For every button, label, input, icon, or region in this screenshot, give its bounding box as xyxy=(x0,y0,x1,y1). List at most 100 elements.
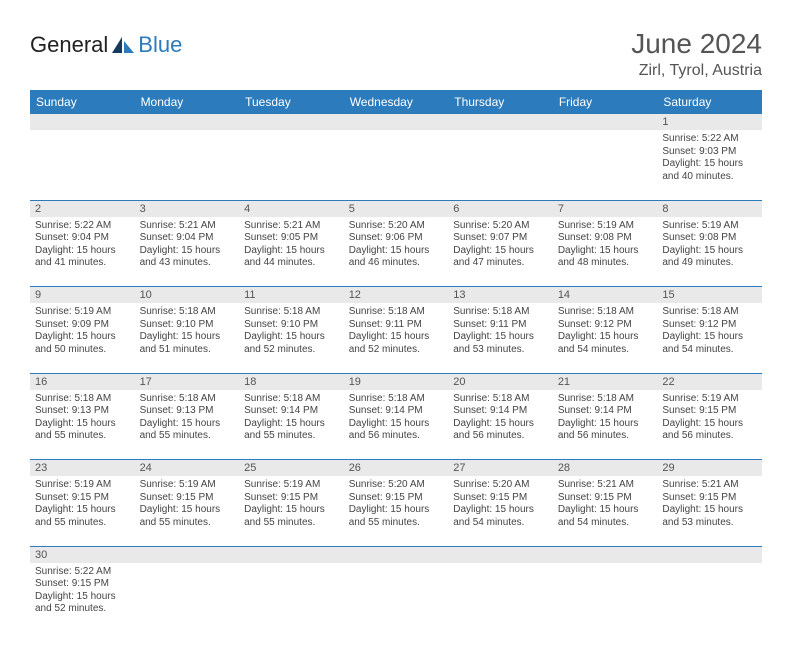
daylight1-text: Daylight: 15 hours xyxy=(453,245,548,258)
sunrise-text: Sunrise: 5:19 AM xyxy=(662,393,757,406)
daylight2-text: and 55 minutes. xyxy=(140,517,235,530)
daylight2-text: and 56 minutes. xyxy=(349,430,444,443)
sunset-text: Sunset: 9:10 PM xyxy=(244,319,339,332)
day-cell: Sunrise: 5:20 AMSunset: 9:15 PMDaylight:… xyxy=(344,476,449,546)
daylight1-text: Daylight: 15 hours xyxy=(349,331,444,344)
day-number: 13 xyxy=(453,289,465,301)
daylight2-text: and 43 minutes. xyxy=(140,257,235,270)
day-number: 16 xyxy=(35,376,47,388)
day-number: 28 xyxy=(558,462,570,474)
daylight1-text: Daylight: 15 hours xyxy=(140,245,235,258)
day-content-row: Sunrise: 5:22 AMSunset: 9:04 PMDaylight:… xyxy=(30,217,762,287)
day-number-cell: 29 xyxy=(657,460,762,477)
day-number: 7 xyxy=(558,203,564,215)
day-cell: Sunrise: 5:19 AMSunset: 9:09 PMDaylight:… xyxy=(30,303,135,373)
day-cell xyxy=(448,563,553,633)
daylight2-text: and 52 minutes. xyxy=(349,344,444,357)
day-cell xyxy=(135,130,240,200)
daylight2-text: and 55 minutes. xyxy=(244,430,339,443)
day-number-cell: 23 xyxy=(30,460,135,477)
day-number-row: 23 4 56 7 8 xyxy=(30,200,762,217)
sail-icon xyxy=(110,35,136,55)
sunset-text: Sunset: 9:15 PM xyxy=(453,492,548,505)
daylight2-text: and 52 minutes. xyxy=(244,344,339,357)
weekday-col: Thursday xyxy=(448,90,553,114)
month-title: June 2024 xyxy=(631,28,762,60)
day-number-cell: 25 xyxy=(239,460,344,477)
sunrise-text: Sunrise: 5:21 AM xyxy=(140,220,235,233)
day-cell: Sunrise: 5:18 AMSunset: 9:10 PMDaylight:… xyxy=(239,303,344,373)
daylight1-text: Daylight: 15 hours xyxy=(453,504,548,517)
day-cell xyxy=(135,563,240,633)
calendar-body: 1Sunrise: 5:22 AMSunset: 9:03 PMDaylight… xyxy=(30,114,762,633)
day-cell: Sunrise: 5:19 AMSunset: 9:15 PMDaylight:… xyxy=(657,390,762,460)
sunset-text: Sunset: 9:08 PM xyxy=(662,232,757,245)
day-number-cell: 8 xyxy=(657,200,762,217)
day-cell: Sunrise: 5:18 AMSunset: 9:14 PMDaylight:… xyxy=(448,390,553,460)
day-number: 11 xyxy=(244,289,255,301)
day-number: 22 xyxy=(662,376,674,388)
sunset-text: Sunset: 9:08 PM xyxy=(558,232,653,245)
weekday-header: Sunday Monday Tuesday Wednesday Thursday… xyxy=(30,90,762,114)
sunset-text: Sunset: 9:15 PM xyxy=(35,492,130,505)
day-cell: Sunrise: 5:19 AMSunset: 9:15 PMDaylight:… xyxy=(30,476,135,546)
daylight2-text: and 49 minutes. xyxy=(662,257,757,270)
day-number-cell: 22 xyxy=(657,373,762,390)
daylight1-text: Daylight: 15 hours xyxy=(349,504,444,517)
sunset-text: Sunset: 9:14 PM xyxy=(453,405,548,418)
daylight1-text: Daylight: 15 hours xyxy=(558,245,653,258)
daylight1-text: Daylight: 15 hours xyxy=(349,245,444,258)
day-cell xyxy=(553,130,658,200)
day-cell: Sunrise: 5:19 AMSunset: 9:08 PMDaylight:… xyxy=(553,217,658,287)
sunset-text: Sunset: 9:14 PM xyxy=(244,405,339,418)
day-number: 10 xyxy=(140,289,152,301)
day-cell xyxy=(239,563,344,633)
sunrise-text: Sunrise: 5:18 AM xyxy=(35,393,130,406)
page-header: GeneralBlue June 2024 Zirl, Tyrol, Austr… xyxy=(30,28,762,80)
day-number-cell xyxy=(657,546,762,563)
day-number: 6 xyxy=(453,203,459,215)
daylight1-text: Daylight: 15 hours xyxy=(453,331,548,344)
sunset-text: Sunset: 9:15 PM xyxy=(662,492,757,505)
day-number-cell: 21 xyxy=(553,373,658,390)
daylight2-text: and 55 minutes. xyxy=(35,430,130,443)
day-cell: Sunrise: 5:18 AMSunset: 9:13 PMDaylight:… xyxy=(30,390,135,460)
day-cell: Sunrise: 5:19 AMSunset: 9:15 PMDaylight:… xyxy=(135,476,240,546)
weekday-col: Friday xyxy=(553,90,658,114)
daylight2-text: and 48 minutes. xyxy=(558,257,653,270)
day-cell: Sunrise: 5:20 AMSunset: 9:07 PMDaylight:… xyxy=(448,217,553,287)
daylight2-text: and 55 minutes. xyxy=(35,517,130,530)
day-number: 4 xyxy=(244,203,250,215)
daylight1-text: Daylight: 15 hours xyxy=(244,245,339,258)
day-number-cell xyxy=(553,114,658,130)
day-number: 3 xyxy=(140,203,146,215)
sunrise-text: Sunrise: 5:21 AM xyxy=(662,479,757,492)
sunrise-text: Sunrise: 5:19 AM xyxy=(35,479,130,492)
sunrise-text: Sunrise: 5:19 AM xyxy=(244,479,339,492)
day-cell: Sunrise: 5:21 AMSunset: 9:15 PMDaylight:… xyxy=(553,476,658,546)
day-number: 26 xyxy=(349,462,361,474)
day-content-row: Sunrise: 5:22 AMSunset: 9:15 PMDaylight:… xyxy=(30,563,762,633)
sunset-text: Sunset: 9:15 PM xyxy=(662,405,757,418)
sunset-text: Sunset: 9:11 PM xyxy=(453,319,548,332)
day-number-cell: 5 xyxy=(344,200,449,217)
day-number-cell: 14 xyxy=(553,287,658,304)
daylight2-text: and 54 minutes. xyxy=(453,517,548,530)
day-number-cell: 11 xyxy=(239,287,344,304)
day-number-cell: 20 xyxy=(448,373,553,390)
sunset-text: Sunset: 9:12 PM xyxy=(662,319,757,332)
day-number: 21 xyxy=(558,376,570,388)
day-number-cell: 2 xyxy=(30,200,135,217)
weekday-col: Saturday xyxy=(657,90,762,114)
day-number: 9 xyxy=(35,289,41,301)
day-cell: Sunrise: 5:18 AMSunset: 9:11 PMDaylight:… xyxy=(344,303,449,373)
daylight2-text: and 53 minutes. xyxy=(453,344,548,357)
day-number: 25 xyxy=(244,462,256,474)
day-cell: Sunrise: 5:18 AMSunset: 9:12 PMDaylight:… xyxy=(553,303,658,373)
day-content-row: Sunrise: 5:18 AMSunset: 9:13 PMDaylight:… xyxy=(30,390,762,460)
day-number-cell xyxy=(448,114,553,130)
day-number-cell: 15 xyxy=(657,287,762,304)
daylight2-text: and 55 minutes. xyxy=(140,430,235,443)
sunrise-text: Sunrise: 5:18 AM xyxy=(349,393,444,406)
weekday-col: Tuesday xyxy=(239,90,344,114)
